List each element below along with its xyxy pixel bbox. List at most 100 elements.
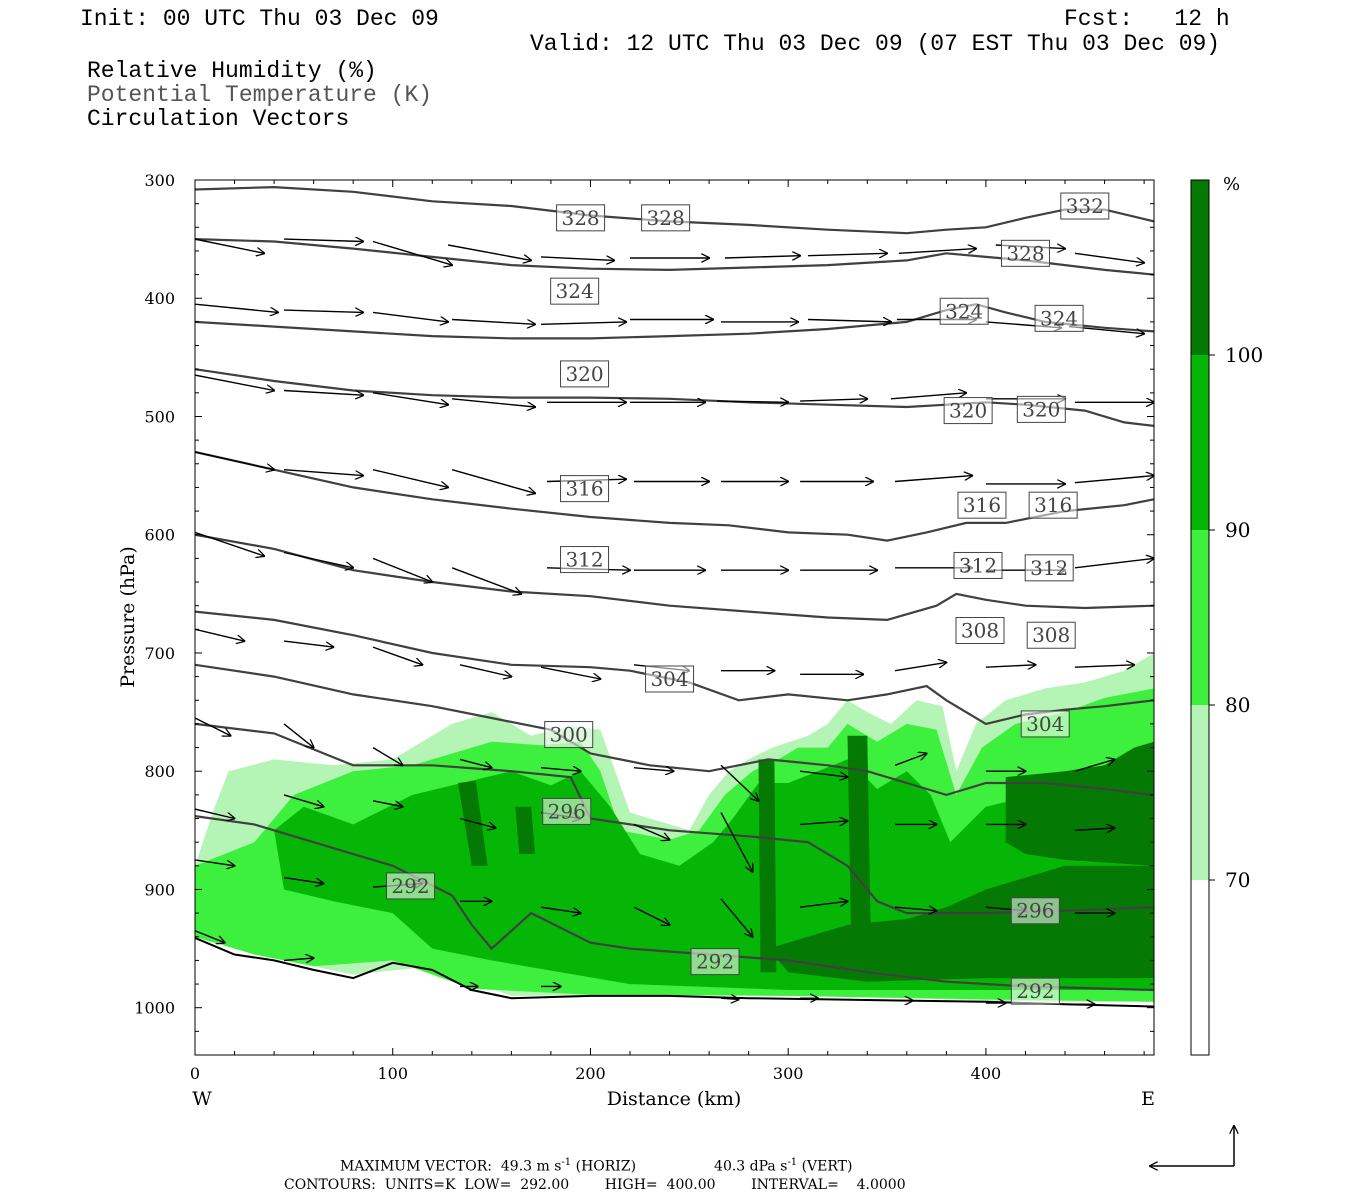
circulation-vector — [195, 303, 278, 312]
y-tick-label: 400 — [144, 289, 175, 308]
circulation-vector — [195, 717, 231, 736]
circulation-vector — [807, 320, 891, 322]
y-tick-label: 800 — [144, 762, 175, 781]
surface-layer — [195, 936, 1154, 1008]
theta-label-text: 312 — [1030, 556, 1068, 580]
field-label-theta: Potential Temperature (K) — [87, 82, 433, 108]
theta-contour-324 — [195, 303, 1154, 340]
theta-label-text: 320 — [1022, 397, 1060, 421]
circulation-vector — [195, 628, 244, 641]
theta-label: 328 — [556, 204, 606, 232]
rh-region-100-6 — [515, 806, 536, 854]
circulation-vector — [890, 393, 966, 400]
theta-label: 296 — [1010, 897, 1060, 925]
theta-label-text: 308 — [1032, 623, 1070, 647]
y-tick-label: 600 — [144, 526, 175, 545]
theta-label-layer: 328 328 332 328 324 324 324 320 320 320 316 316 316 3… — [386, 192, 1110, 1005]
init-time: Init: 00 UTC Thu 03 Dec 09 — [80, 6, 439, 32]
colorbar-swatch — [1191, 880, 1209, 1055]
theta-label: 312 — [560, 546, 610, 574]
circulation-vector — [1074, 476, 1154, 484]
x-tick-label: 200 — [575, 1064, 606, 1083]
x-tick-label: 100 — [377, 1064, 408, 1083]
rh-region-100-5 — [458, 780, 488, 866]
x-tick-label: 300 — [773, 1064, 804, 1083]
rh-region-100-7 — [758, 759, 777, 973]
circulation-vector — [195, 451, 274, 470]
theta-contour-320 — [195, 368, 1154, 427]
theta-label: 292 — [690, 948, 740, 976]
circulation-vector — [720, 764, 759, 801]
max-vector-line: MAXIMUM VECTOR: 49.3 m s-1 (HORIZ) 40.3 d… — [340, 1157, 853, 1175]
theta-label-text: 324 — [945, 299, 983, 323]
circulation-vector — [1074, 252, 1144, 262]
surface-pressure-line — [195, 936, 1154, 1008]
circulation-vector — [283, 239, 363, 241]
valid-time: Valid: 12 UTC Thu 03 Dec 09 (07 EST Thu … — [530, 31, 1221, 57]
theta-label: 328 — [1000, 239, 1050, 267]
rh-region-100-8 — [847, 735, 872, 961]
x-axis-east-label: E — [1141, 1088, 1155, 1110]
theta-label-text: 304 — [650, 667, 688, 691]
colorbar-swatch — [1191, 180, 1209, 355]
circulation-vector — [283, 551, 353, 568]
y-axis-label: Pressure (hPa) — [117, 546, 139, 688]
plot-frame — [194, 179, 1155, 1056]
circulation-vector — [459, 817, 496, 829]
theta-label-text: 292 — [1016, 979, 1054, 1003]
y-tick-label: 700 — [144, 644, 175, 663]
circulation-vector — [800, 821, 847, 825]
colorbar: 70 80 90 100% — [1190, 174, 1263, 1056]
circulation-vector — [283, 723, 314, 748]
circulation-vector — [283, 640, 333, 647]
theta-label: 304 — [645, 665, 695, 693]
colorbar-swatch — [1191, 355, 1209, 530]
theta-label-text: 324 — [556, 279, 594, 303]
circulation-vector — [459, 758, 492, 767]
circulation-vector — [720, 812, 753, 872]
theta-label: 304 — [1020, 710, 1070, 738]
colorbar-tick-label: 70 — [1225, 868, 1250, 892]
theta-label: 332 — [1060, 192, 1110, 220]
theta-contour-316 — [195, 450, 1154, 542]
colorbar-tick-label: 100 — [1225, 343, 1263, 367]
colorbar-tick-label: 80 — [1225, 693, 1250, 717]
theta-label-text: 328 — [647, 206, 685, 230]
circulation-vector — [372, 311, 448, 322]
circulation-vector — [633, 906, 670, 925]
theta-label: 324 — [550, 277, 600, 305]
theta-contour-296 — [195, 815, 1154, 992]
circulation-vector — [372, 469, 448, 488]
circulation-vector — [283, 794, 324, 807]
theta-contour-304 — [195, 663, 1154, 797]
circulation-vector — [800, 770, 847, 777]
circulation-vector — [372, 800, 403, 807]
theta-label-text: 292 — [391, 874, 429, 898]
circulation-vector — [800, 399, 867, 401]
theta-contour-300 — [195, 722, 1154, 915]
circulation-vector — [633, 823, 670, 839]
theta-label-text: 308 — [961, 619, 999, 643]
theta-label-text: 324 — [1040, 306, 1078, 330]
theta-label: 328 — [641, 204, 691, 232]
circulation-vector — [540, 906, 581, 913]
circulation-vector — [195, 930, 225, 943]
circulation-vector — [195, 859, 235, 866]
theta-label-text: 332 — [1066, 194, 1104, 218]
theta-label-text: 304 — [1026, 712, 1064, 736]
circulation-vector — [372, 646, 422, 665]
theta-label: 292 — [1010, 977, 1060, 1005]
circulation-vector — [451, 469, 535, 494]
circulation-vector — [720, 998, 739, 999]
theta-label: 316 — [957, 491, 1007, 519]
theta-label-text: 320 — [949, 399, 987, 423]
circulation-vector — [1074, 558, 1154, 569]
circulation-vector — [283, 958, 314, 960]
circulation-vector — [447, 244, 531, 260]
circulation-vector — [372, 392, 448, 405]
colorbar-tick-label: 90 — [1225, 518, 1250, 542]
theta-label-text: 296 — [548, 799, 586, 823]
theta-label: 320 — [943, 397, 993, 425]
circulation-vector — [283, 876, 324, 884]
